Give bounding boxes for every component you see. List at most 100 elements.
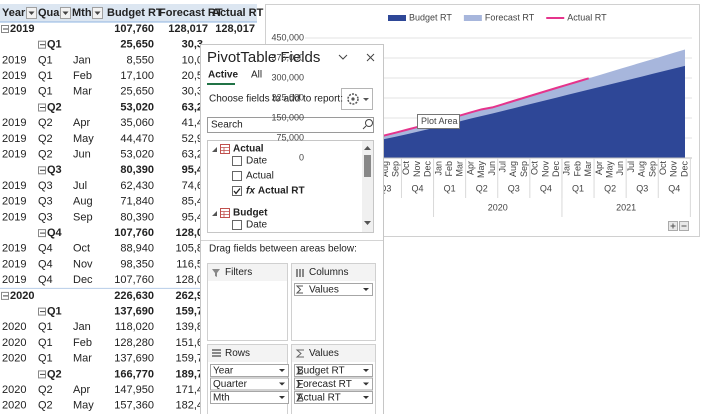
budget-cell: 147,950 <box>114 384 154 396</box>
dropdown-arrow <box>94 11 101 15</box>
area-item-label: Forecast RT <box>297 379 352 390</box>
month-label: Dec <box>423 161 433 178</box>
field-name[interactable]: Actual RT <box>258 186 305 197</box>
month-label: Sep <box>519 161 529 177</box>
item-dropdown[interactable] <box>363 369 369 372</box>
table-icon-grid <box>221 211 229 218</box>
area-item[interactable] <box>210 391 289 404</box>
tools-button[interactable] <box>341 88 373 110</box>
month-cell: Jan <box>73 321 91 333</box>
area-item[interactable] <box>210 364 289 377</box>
columns-icon <box>296 269 304 277</box>
month-label: Oct <box>401 161 411 176</box>
field-name[interactable]: Date <box>246 156 268 167</box>
scrollbar[interactable] <box>362 141 373 232</box>
dropdown-arrow <box>28 11 35 15</box>
column-header: Budget RT <box>107 7 163 19</box>
month-label: Aug <box>508 161 518 177</box>
item-dropdown[interactable] <box>279 369 285 372</box>
month-cell: May <box>73 133 94 145</box>
quarter-cell: Q2 <box>47 368 62 380</box>
month-label: Dec <box>551 161 561 178</box>
forecast-cell: 41,4 <box>182 117 203 129</box>
quarter-label: Q1 <box>444 183 456 193</box>
budget-cell: 62,430 <box>120 180 154 192</box>
forecast-cell: 30,3 <box>182 86 203 98</box>
scroll-thumb[interactable] <box>364 155 371 177</box>
year-cell: 2019 <box>2 149 26 161</box>
checkbox[interactable] <box>232 156 242 166</box>
y-tick-label: 150,000 <box>271 112 304 122</box>
year-cell: 2020 <box>2 384 26 396</box>
area-label: Rows <box>225 348 250 359</box>
forecast-cell: 128,0 <box>175 274 203 286</box>
area-item[interactable] <box>294 364 373 377</box>
scroll-up[interactable] <box>364 146 371 150</box>
budget-cell: 25,650 <box>120 86 154 98</box>
month-label: Nov <box>540 161 550 178</box>
legend-label: Forecast RT <box>485 12 535 22</box>
month-label: Oct <box>530 161 540 176</box>
table-icon-grid <box>221 147 229 154</box>
table-icon <box>220 208 230 218</box>
item-dropdown[interactable] <box>279 396 285 399</box>
year-label: 2021 <box>616 202 636 212</box>
forecast-cell: 151,6 <box>175 337 203 349</box>
area-item[interactable] <box>294 283 373 296</box>
month-cell: Feb <box>73 337 92 349</box>
y-tick-label: 450,000 <box>271 32 304 42</box>
year-cell: 2019 <box>2 180 26 192</box>
checkbox[interactable] <box>232 220 242 230</box>
close-icon[interactable] <box>366 53 375 62</box>
forecast-cell: 171,4 <box>175 384 203 396</box>
values-icon <box>295 349 304 358</box>
area-item[interactable] <box>294 377 373 391</box>
y-tick-label: 0 <box>299 152 304 162</box>
expand-toggle[interactable] <box>212 147 217 152</box>
y-tick-label: 75,000 <box>276 132 304 142</box>
budget-cell: 118,020 <box>115 321 154 333</box>
year-cell: 2019 <box>2 196 26 208</box>
field-icon: fx <box>246 186 255 197</box>
area-item[interactable] <box>294 391 373 404</box>
year-cell: 2019 <box>2 258 26 270</box>
sigma-icon <box>295 380 303 388</box>
tab-active[interactable]: Active <box>208 70 238 81</box>
month-label: Nov <box>669 161 679 178</box>
tooltip-box <box>417 114 460 129</box>
pane-options-icon[interactable] <box>338 54 348 60</box>
budget-cell: 71,840 <box>120 196 154 208</box>
expand-toggle[interactable] <box>212 211 217 216</box>
field-name[interactable]: Date <box>246 220 268 231</box>
column-header: Quar <box>38 7 64 19</box>
budget-cell: 166,770 <box>114 368 154 380</box>
item-dropdown[interactable] <box>363 382 369 386</box>
quarter-cell: Q4 <box>38 274 53 286</box>
item-dropdown[interactable] <box>363 288 369 291</box>
budget-cell: 53,020 <box>120 101 154 113</box>
month-label: Jan <box>433 161 443 176</box>
tab[interactable]: All <box>251 70 262 81</box>
area-item[interactable] <box>210 377 289 391</box>
quarter-label: Q2 <box>604 183 616 193</box>
quarter-cell: Q1 <box>38 321 53 333</box>
month-label: Dec <box>679 161 689 178</box>
month-label: Mar <box>583 161 593 177</box>
field-name[interactable]: Actual <box>246 171 274 182</box>
forecast-cell: 189,7 <box>175 368 203 380</box>
item-dropdown[interactable] <box>279 382 285 386</box>
column-header: Year <box>2 7 26 19</box>
pane-title: PivotTable Fields <box>207 49 320 66</box>
values-header <box>292 345 375 362</box>
item-dropdown[interactable] <box>363 396 369 399</box>
quarter-label: Q1 <box>572 183 584 193</box>
checkbox[interactable] <box>232 186 242 196</box>
checkbox[interactable] <box>232 171 242 181</box>
month-label: May <box>604 161 614 179</box>
budget-cell: 88,940 <box>120 243 154 255</box>
scroll-down[interactable] <box>364 221 371 225</box>
area-item-label: Year <box>213 365 234 376</box>
search-box[interactable] <box>207 117 374 133</box>
y-tick-label: 375,000 <box>271 52 304 62</box>
